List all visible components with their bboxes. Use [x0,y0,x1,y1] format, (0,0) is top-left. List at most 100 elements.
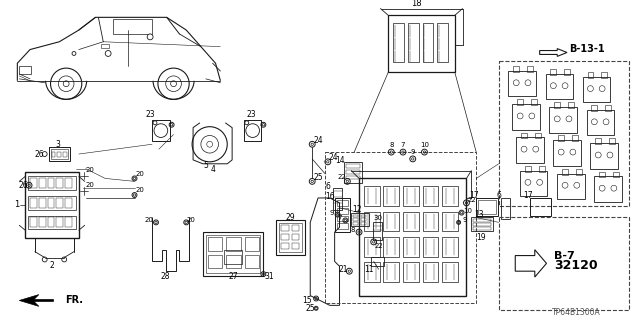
Bar [527,66,533,72]
Bar [245,255,259,268]
Bar [383,186,399,206]
Bar [25,172,79,238]
Bar [39,198,45,208]
Bar [601,72,607,78]
Polygon shape [515,250,547,277]
Bar [56,218,63,227]
Bar [56,198,63,208]
Bar [591,105,597,111]
Bar [383,237,399,257]
Text: 29: 29 [286,213,296,222]
Text: 22: 22 [337,174,346,180]
Bar [364,237,380,257]
Bar [333,188,342,210]
Text: 10: 10 [420,142,429,148]
Bar [383,212,399,231]
Text: 20: 20 [136,187,145,193]
Bar [101,44,109,48]
Text: 7: 7 [401,142,405,148]
Bar [531,99,537,105]
Bar [292,234,300,240]
Bar [474,223,491,226]
Bar [30,218,37,227]
Bar [521,132,527,139]
Text: 28: 28 [161,272,170,281]
Text: 14: 14 [335,156,344,165]
Bar [206,235,260,273]
Text: 21: 21 [339,265,348,274]
Text: 13: 13 [474,210,484,219]
Bar [403,212,419,231]
Bar [558,135,564,141]
Text: 17: 17 [470,190,479,200]
Bar [535,132,541,139]
Bar [403,262,419,282]
Text: 22: 22 [374,243,383,249]
Bar [28,196,76,210]
Bar [525,166,531,172]
Text: 20: 20 [136,171,145,177]
Text: 2: 2 [49,261,54,270]
Text: 17: 17 [523,190,532,200]
Bar [56,179,63,188]
Text: 9: 9 [410,149,415,155]
Bar [325,152,476,303]
Bar [51,152,56,157]
Bar [65,218,72,227]
Bar [245,237,259,251]
Bar [554,102,560,108]
Bar [30,198,37,208]
Bar [47,218,54,227]
Bar [353,214,358,218]
Bar [393,23,404,62]
Text: 26: 26 [35,149,45,158]
Bar [513,66,519,72]
Bar [359,179,467,296]
Circle shape [62,257,67,262]
Bar [568,102,574,108]
Text: 1: 1 [14,200,19,209]
Bar [63,152,67,157]
Text: 16: 16 [325,191,335,201]
Text: 5: 5 [204,161,208,170]
Bar [337,208,348,213]
Bar [500,198,510,220]
Bar [499,61,628,206]
Bar [281,234,289,240]
Bar [227,255,241,268]
Bar [30,179,37,188]
Bar [337,200,348,206]
Bar [281,225,289,231]
Bar [595,177,621,202]
Bar [208,237,222,251]
Bar [508,71,536,96]
Bar [372,222,381,240]
Text: 9: 9 [330,210,334,216]
Bar [335,198,350,232]
Bar [47,179,54,188]
Text: 4: 4 [210,165,215,174]
Circle shape [42,257,47,262]
Bar [281,243,289,249]
Bar [471,218,493,231]
Text: 18: 18 [412,0,422,8]
Bar [422,212,438,231]
Circle shape [42,152,47,156]
Bar [422,186,438,206]
Bar [152,120,170,141]
Bar [403,186,419,206]
Bar [549,107,577,132]
Bar [351,212,369,226]
Bar [408,23,419,62]
Bar [371,257,385,266]
Bar [225,250,242,264]
Text: TP64B1300A: TP64B1300A [552,308,601,317]
Bar [554,140,580,166]
Bar [344,162,362,183]
Text: 30: 30 [373,215,382,221]
Bar [47,198,54,208]
Bar [292,225,300,231]
Bar [595,139,601,144]
Bar [361,222,366,225]
Bar [599,172,605,178]
